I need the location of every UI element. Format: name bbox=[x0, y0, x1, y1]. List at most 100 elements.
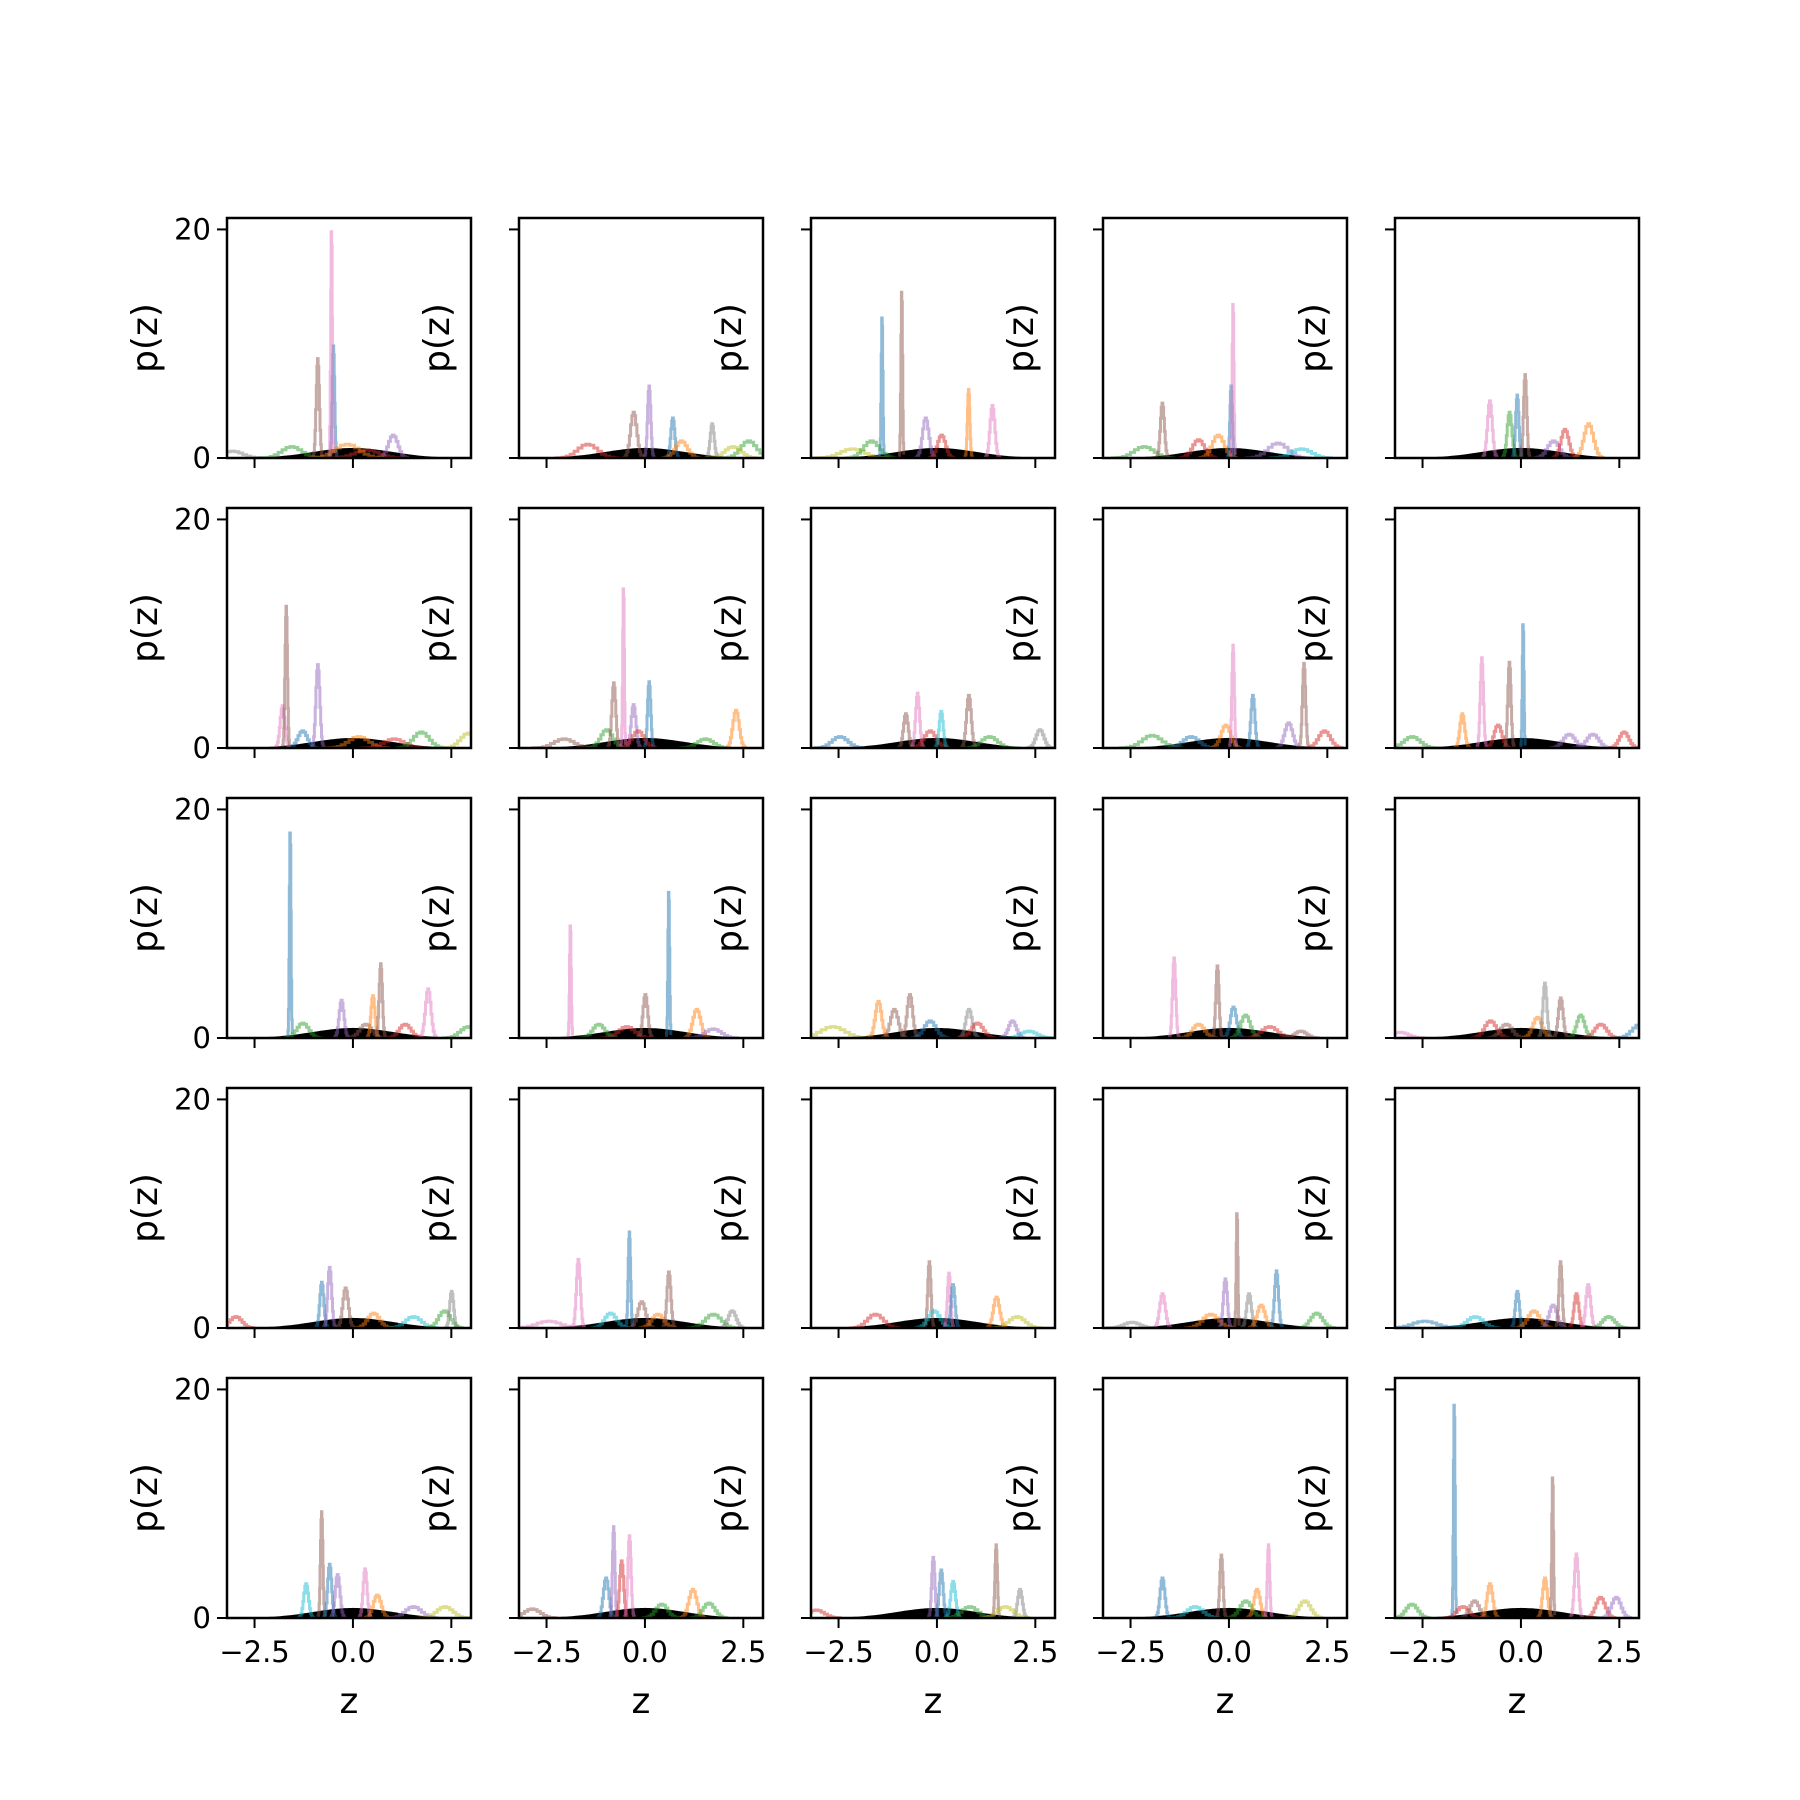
x-axis-label: z bbox=[1508, 1681, 1527, 1722]
x-tick-label: 0.0 bbox=[914, 1635, 960, 1669]
density-curve-0 bbox=[1167, 956, 1181, 1038]
axes-frame bbox=[1393, 216, 1641, 460]
plot-area bbox=[811, 691, 1055, 748]
axes-frame bbox=[1101, 796, 1349, 1040]
density-curve-8 bbox=[1608, 730, 1639, 748]
y-tick-label: 20 bbox=[174, 1372, 211, 1406]
density-curve-1 bbox=[1450, 1403, 1458, 1618]
reference-density bbox=[811, 737, 1055, 748]
x-tick-label: 2.5 bbox=[720, 1635, 766, 1669]
subplot-r4-c1: −2.5 0.0 2.5 z p(z) bbox=[417, 1376, 766, 1722]
density-curve-5 bbox=[1552, 996, 1570, 1038]
y-axis-label: p(z) bbox=[709, 593, 750, 663]
y-axis-label: p(z) bbox=[709, 883, 750, 953]
density-curve-4 bbox=[661, 439, 701, 458]
y-axis-label: p(z) bbox=[709, 303, 750, 373]
density-curve-2 bbox=[1178, 438, 1218, 458]
density-curve-3 bbox=[942, 1271, 956, 1328]
y-axis-label: p(z) bbox=[125, 883, 166, 953]
axes-frame bbox=[1101, 1086, 1349, 1330]
density-curve-3 bbox=[1521, 1015, 1554, 1038]
density-curve-4 bbox=[1480, 1582, 1500, 1618]
density-curve-5 bbox=[1263, 1543, 1274, 1618]
density-curve-0 bbox=[811, 1025, 870, 1038]
density-curve-5 bbox=[1275, 721, 1303, 748]
axes-frame bbox=[517, 216, 765, 460]
density-curve-2 bbox=[311, 357, 325, 458]
density-curve-3 bbox=[910, 729, 950, 748]
axes-frame bbox=[517, 506, 765, 750]
x-tick-label: 0.0 bbox=[1498, 1635, 1544, 1669]
density-curve-4 bbox=[910, 1019, 950, 1038]
reference-density bbox=[227, 447, 471, 458]
x-tick-label: −2.5 bbox=[511, 1635, 581, 1669]
density-curve-4 bbox=[945, 1283, 961, 1328]
density-curve-6 bbox=[1567, 1292, 1586, 1328]
subplot-r3-c3: zp(z) bbox=[1001, 1086, 1349, 1432]
density-curve-1 bbox=[1453, 712, 1471, 748]
density-curve-5 bbox=[374, 962, 387, 1038]
subplot-r2-c2: zp(z) bbox=[709, 796, 1057, 1142]
axes-frame bbox=[225, 1376, 473, 1620]
density-curve-4 bbox=[933, 709, 949, 748]
density-curve-3 bbox=[619, 587, 627, 748]
density-curve-9 bbox=[1600, 1595, 1632, 1618]
y-tick-label: 0 bbox=[193, 441, 211, 475]
subplot-r0-c4: zp(z) bbox=[1293, 216, 1641, 562]
plot-area bbox=[811, 1260, 1055, 1328]
axes-frame bbox=[225, 506, 473, 750]
subplot-r4-c0: −2.5 0.0 2.5 0 20 z p(z) bbox=[125, 1372, 474, 1722]
y-axis-label: p(z) bbox=[1001, 593, 1042, 663]
x-tick-label: 0.0 bbox=[1206, 1635, 1252, 1669]
density-curve-7 bbox=[1579, 1283, 1597, 1328]
y-axis-label: p(z) bbox=[1293, 593, 1334, 663]
density-curve-6 bbox=[1548, 1476, 1557, 1618]
density-curve-4 bbox=[1503, 660, 1516, 748]
plot-area bbox=[1395, 623, 1639, 748]
axes-frame bbox=[225, 796, 473, 1040]
y-tick-label: 20 bbox=[174, 792, 211, 826]
density-curve-4 bbox=[1246, 1587, 1269, 1618]
y-axis-label: p(z) bbox=[709, 1463, 750, 1533]
y-axis-label: p(z) bbox=[417, 883, 458, 953]
subplot-r4-c2: −2.5 0.0 2.5 z p(z) bbox=[709, 1376, 1058, 1722]
axes-frame bbox=[809, 216, 1057, 460]
density-curve-5 bbox=[704, 422, 720, 458]
axes-frame bbox=[225, 1086, 473, 1330]
density-curve-2 bbox=[878, 316, 886, 458]
x-tick-label: 2.5 bbox=[1596, 1635, 1642, 1669]
x-axis-label: z bbox=[632, 1681, 651, 1722]
density-curve-1 bbox=[1155, 401, 1170, 458]
density-curve-3 bbox=[329, 1573, 347, 1618]
density-curve-7 bbox=[1269, 1269, 1284, 1328]
y-tick-label: 0 bbox=[193, 1021, 211, 1055]
x-tick-label: 2.5 bbox=[428, 1635, 474, 1669]
axes-frame bbox=[1101, 216, 1349, 460]
density-curve-5 bbox=[1554, 1260, 1567, 1328]
y-tick-label: 0 bbox=[193, 731, 211, 765]
y-tick-label: 20 bbox=[174, 502, 211, 536]
axes-frame bbox=[517, 1086, 765, 1330]
x-tick-label: 2.5 bbox=[1012, 1635, 1058, 1669]
density-curve-5 bbox=[1551, 427, 1579, 458]
reference-density bbox=[1103, 737, 1347, 748]
axes-frame bbox=[809, 796, 1057, 1040]
density-curve-2 bbox=[608, 1525, 619, 1618]
density-curve-0 bbox=[227, 1315, 256, 1328]
density-curve-6 bbox=[963, 387, 974, 458]
density-curve-5 bbox=[928, 433, 955, 458]
density-curve-2 bbox=[933, 1568, 949, 1618]
density-curve-1 bbox=[844, 439, 897, 458]
subplot-r1-c3: zp(z) bbox=[1001, 506, 1349, 852]
y-axis-label: p(z) bbox=[1293, 303, 1334, 373]
y-axis-label: p(z) bbox=[125, 1463, 166, 1533]
density-curve-4 bbox=[623, 1534, 636, 1618]
axes-frame bbox=[1393, 1086, 1641, 1330]
subplot-r0-c1: zp(z) bbox=[417, 216, 765, 562]
plot-area bbox=[1395, 1403, 1639, 1618]
density-curve-3 bbox=[1222, 1005, 1245, 1038]
density-curve-6 bbox=[618, 729, 658, 748]
density-curve-1 bbox=[897, 712, 915, 748]
subplot-r1-c1: zp(z) bbox=[417, 506, 765, 852]
